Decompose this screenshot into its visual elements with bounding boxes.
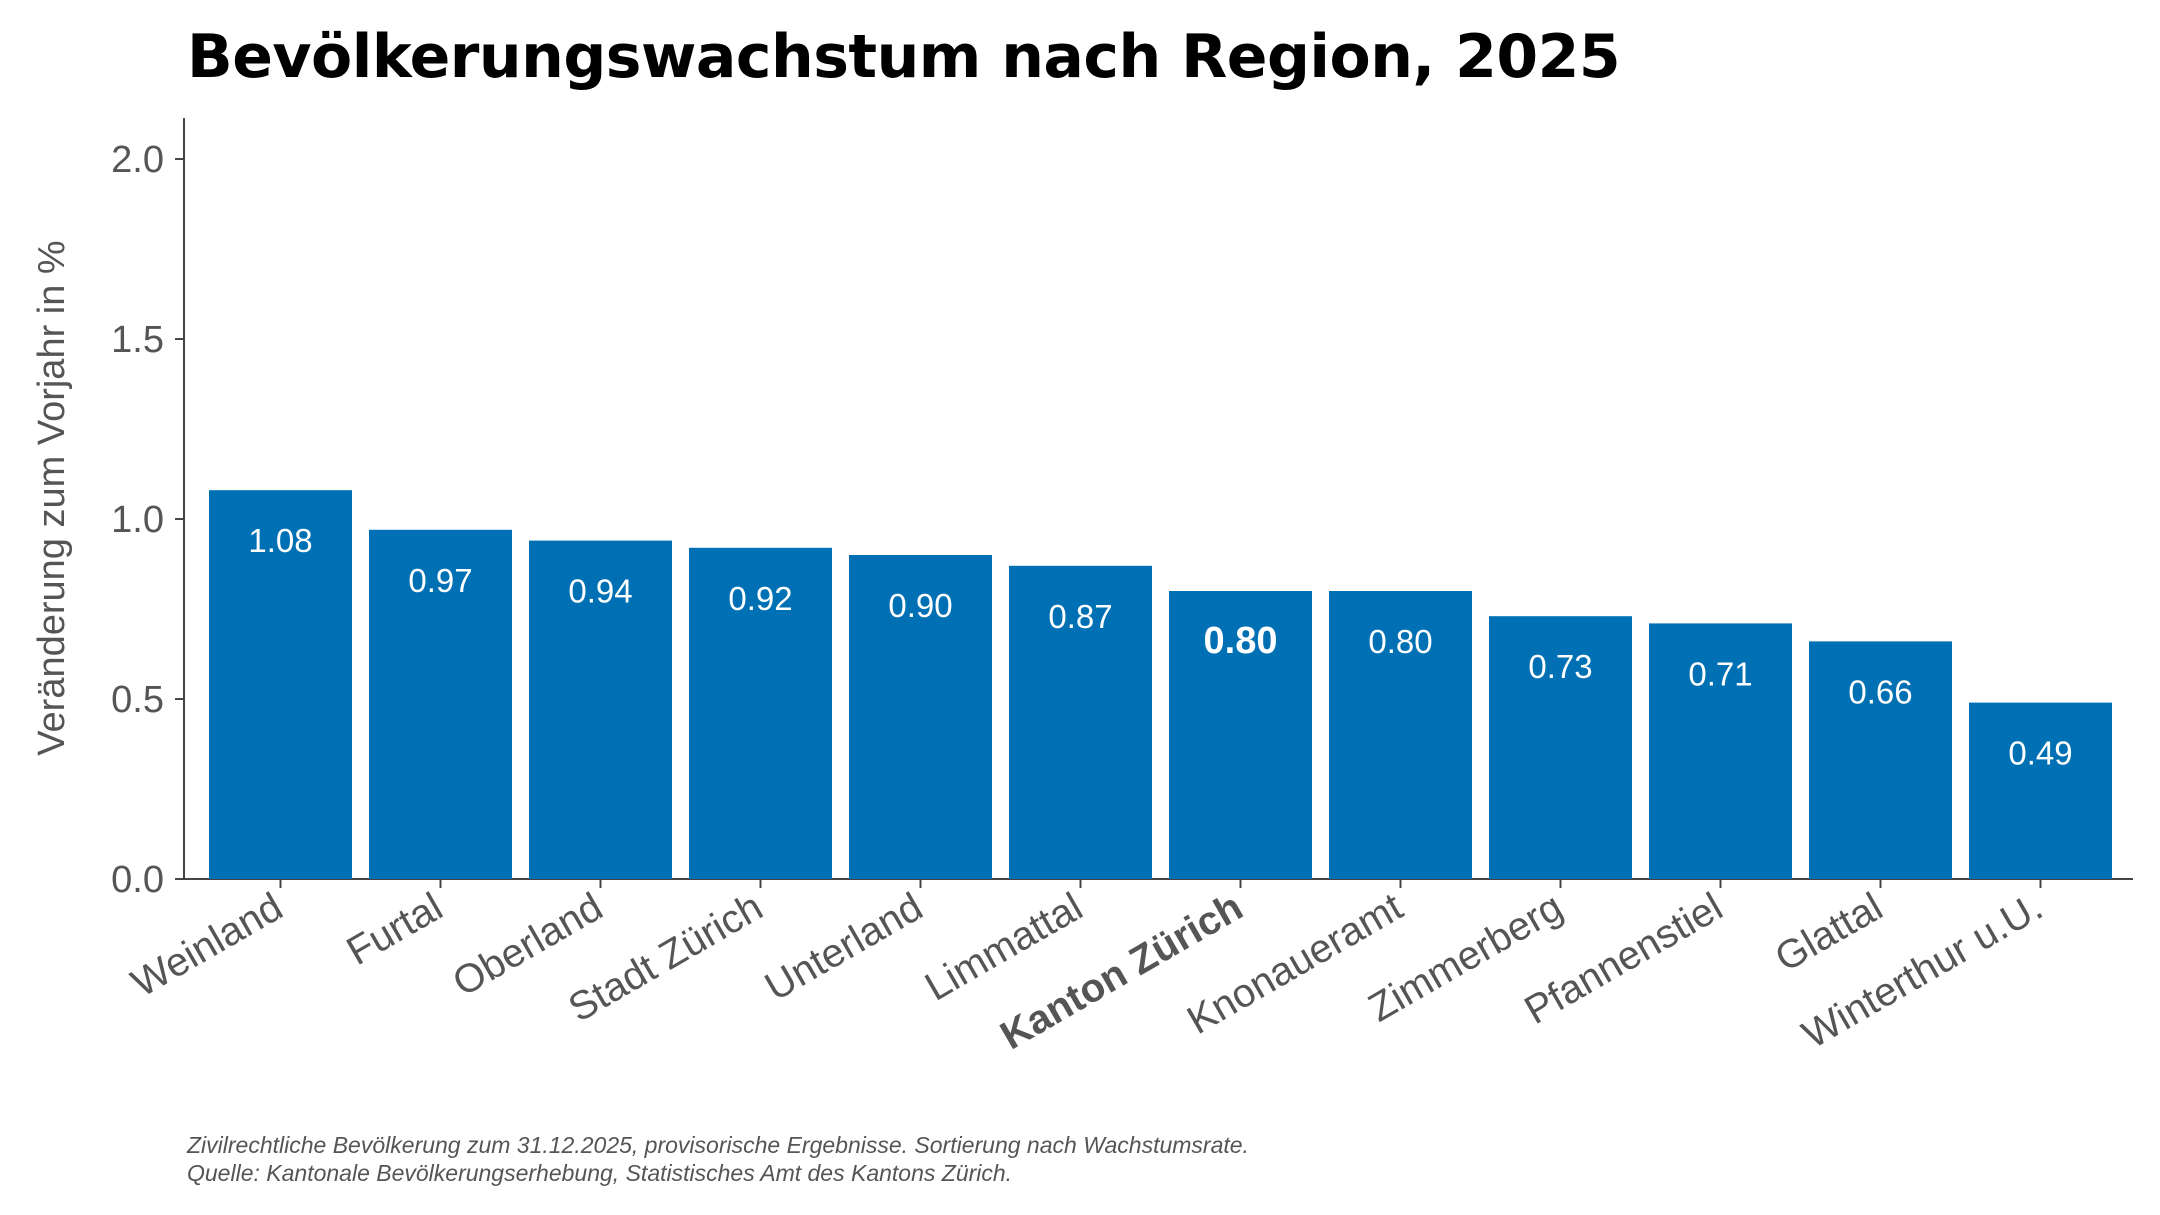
bar	[1169, 591, 1312, 879]
x-tick-label: Glattal	[1768, 885, 1890, 981]
bar-value-label: 0.49	[2008, 735, 2072, 772]
bar-value-label: 0.97	[408, 562, 472, 599]
bar	[1329, 591, 1472, 879]
footer-note: Zivilrechtliche Bevölkerung zum 31.12.20…	[187, 1132, 1249, 1158]
y-tick-label: 0.5	[111, 679, 164, 721]
bar	[1809, 641, 1952, 879]
footer-source: Quelle: Kantonale Bevölkerungserhebung, …	[187, 1160, 1013, 1186]
x-tick-label: Furtal	[339, 885, 450, 974]
bar-value-label: 0.71	[1688, 655, 1752, 692]
bar	[1489, 616, 1632, 879]
bar	[1009, 565, 1152, 879]
bar	[369, 529, 512, 879]
bar-value-label: 0.87	[1048, 598, 1112, 635]
y-tick-label: 1.0	[111, 499, 164, 541]
bar	[529, 540, 672, 879]
bar-value-label: 1.08	[248, 522, 312, 559]
y-axis-label: Veränderung zum Vorjahr in %	[31, 240, 73, 755]
bar-value-label: 0.80	[1204, 620, 1278, 662]
bar	[849, 555, 992, 879]
bar-value-label: 0.92	[728, 580, 792, 617]
y-tick-label: 0.0	[111, 859, 164, 901]
x-tick-label: Unterland	[758, 885, 930, 1010]
bar-value-label: 0.66	[1848, 673, 1912, 710]
bar-value-label: 0.80	[1368, 623, 1432, 660]
bar	[689, 547, 832, 879]
y-tick-label: 1.5	[111, 319, 164, 361]
bar-value-label: 0.90	[888, 587, 952, 624]
bar-value-label: 0.94	[568, 573, 632, 610]
bar	[1649, 623, 1792, 879]
chart-title: Bevölkerungswachstum nach Region, 2025	[187, 22, 1621, 92]
bar	[209, 490, 352, 879]
bar-value-label: 0.73	[1528, 648, 1592, 685]
y-tick-label: 2.0	[111, 139, 164, 181]
bar	[1969, 702, 2112, 879]
x-tick-label: Weinland	[124, 885, 290, 1006]
